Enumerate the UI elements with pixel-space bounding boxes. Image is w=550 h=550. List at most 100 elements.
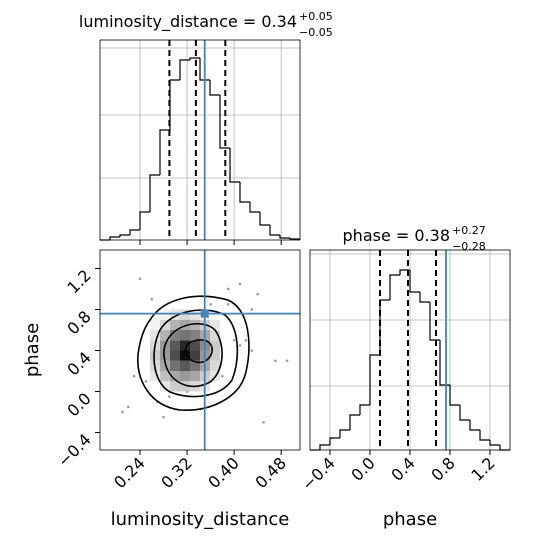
histogram-bin <box>289 238 300 240</box>
density-cell <box>170 371 180 382</box>
x-tick-label: 0.40 <box>204 453 243 492</box>
histogram-bin <box>459 405 470 421</box>
contour <box>163 323 223 388</box>
panel-title: luminosity_distance = 0.34 <box>79 12 297 32</box>
density-cell <box>170 309 180 320</box>
y-tick-label: 0.4 <box>63 348 94 379</box>
histogram-bin <box>259 212 270 226</box>
x-tick-label: 0.4 <box>387 453 418 484</box>
density-cell <box>180 340 190 351</box>
density-cell <box>180 360 190 372</box>
density-cell <box>170 330 180 341</box>
density-cell <box>190 371 200 382</box>
axes-frame <box>99 249 301 451</box>
sample-point <box>273 359 277 363</box>
sample-point <box>232 338 236 342</box>
histogram-bin <box>329 437 340 445</box>
density-cell <box>160 309 170 320</box>
x-tick-label: −0.4 <box>298 453 339 494</box>
histogram-bin <box>189 57 200 60</box>
sample-point <box>285 359 289 363</box>
histogram-bin <box>479 430 490 441</box>
density-cell <box>190 340 200 351</box>
sample-point <box>238 282 242 286</box>
density-cell <box>180 381 190 392</box>
sample-point <box>121 410 124 414</box>
histogram-bin <box>229 148 240 183</box>
histogram-bin <box>169 79 180 130</box>
sample-point <box>132 374 136 378</box>
sample-point <box>150 297 154 301</box>
axes-frame <box>99 39 301 241</box>
histogram-bin <box>449 385 460 406</box>
density-cell <box>160 371 170 382</box>
sample-point <box>256 292 259 296</box>
histogram-bin <box>119 234 130 237</box>
density-cell <box>210 319 220 330</box>
density-cell <box>210 340 220 351</box>
title-lower: −0.28 <box>452 240 486 253</box>
contour <box>184 339 213 364</box>
density-cell <box>170 360 180 372</box>
density-cell <box>170 350 180 361</box>
title-upper: +0.05 <box>299 10 333 23</box>
sample-point <box>262 421 265 424</box>
density-cell <box>150 381 160 392</box>
histogram-bin <box>389 274 400 300</box>
density-cell <box>190 350 200 361</box>
panel-title: phase = 0.38 <box>343 226 450 245</box>
histogram-bin <box>159 129 170 175</box>
sample-point <box>168 395 171 398</box>
histogram-bin <box>179 59 190 80</box>
density-cell <box>210 309 220 320</box>
density-cell <box>150 330 160 341</box>
sample-point <box>226 287 230 291</box>
histogram-bin <box>269 225 280 236</box>
density-cell <box>160 360 170 372</box>
x-tick-label: 1.2 <box>467 453 498 484</box>
title-upper: +0.27 <box>452 224 486 237</box>
sample-point <box>138 277 142 281</box>
marks: 0.24 0.32 0.40 0.48−0.40.00.40.81.2−0.4 0.0 0… <box>54 40 510 494</box>
x-tick-label: 0.24 <box>110 453 149 492</box>
histogram-bin <box>349 414 360 430</box>
overlay <box>100 40 447 450</box>
density-cell <box>180 330 190 341</box>
y-tick-label: −0.4 <box>54 430 95 471</box>
truth-point <box>200 309 209 318</box>
sample-point <box>244 338 248 342</box>
y-tick-label: 0.8 <box>63 307 94 338</box>
y-tick-label: 1.2 <box>63 266 94 297</box>
histogram-bin <box>379 299 390 355</box>
density-cell <box>180 350 190 361</box>
sample-point <box>250 308 254 311</box>
y-axis-label: phase <box>22 323 43 377</box>
histogram-bin <box>469 420 480 431</box>
histogram-bin <box>419 292 430 303</box>
density-cell <box>210 350 220 361</box>
x-axis-label: phase <box>383 509 437 530</box>
title-lower: −0.05 <box>299 26 333 39</box>
density-cell <box>210 330 220 341</box>
density-cell <box>170 319 180 330</box>
density-cell <box>180 371 190 382</box>
density-cell <box>190 360 200 372</box>
density-cell <box>180 309 190 320</box>
x-tick-label: 0.32 <box>157 453 196 492</box>
density-cell <box>150 350 160 361</box>
histogram-bin <box>249 202 260 213</box>
density-cell <box>160 319 170 330</box>
sample-point <box>238 344 242 347</box>
histogram-bin <box>409 270 420 293</box>
density-cell <box>160 330 170 341</box>
density-cell <box>160 350 170 361</box>
histogram-bin <box>129 229 140 235</box>
histogram-bin <box>109 236 120 240</box>
density-cell <box>210 360 220 372</box>
histogram-bin <box>319 444 330 450</box>
histogram-bin <box>219 95 230 149</box>
sample-point <box>162 415 165 419</box>
histogram-bin <box>489 440 500 446</box>
density-cell <box>180 319 190 330</box>
